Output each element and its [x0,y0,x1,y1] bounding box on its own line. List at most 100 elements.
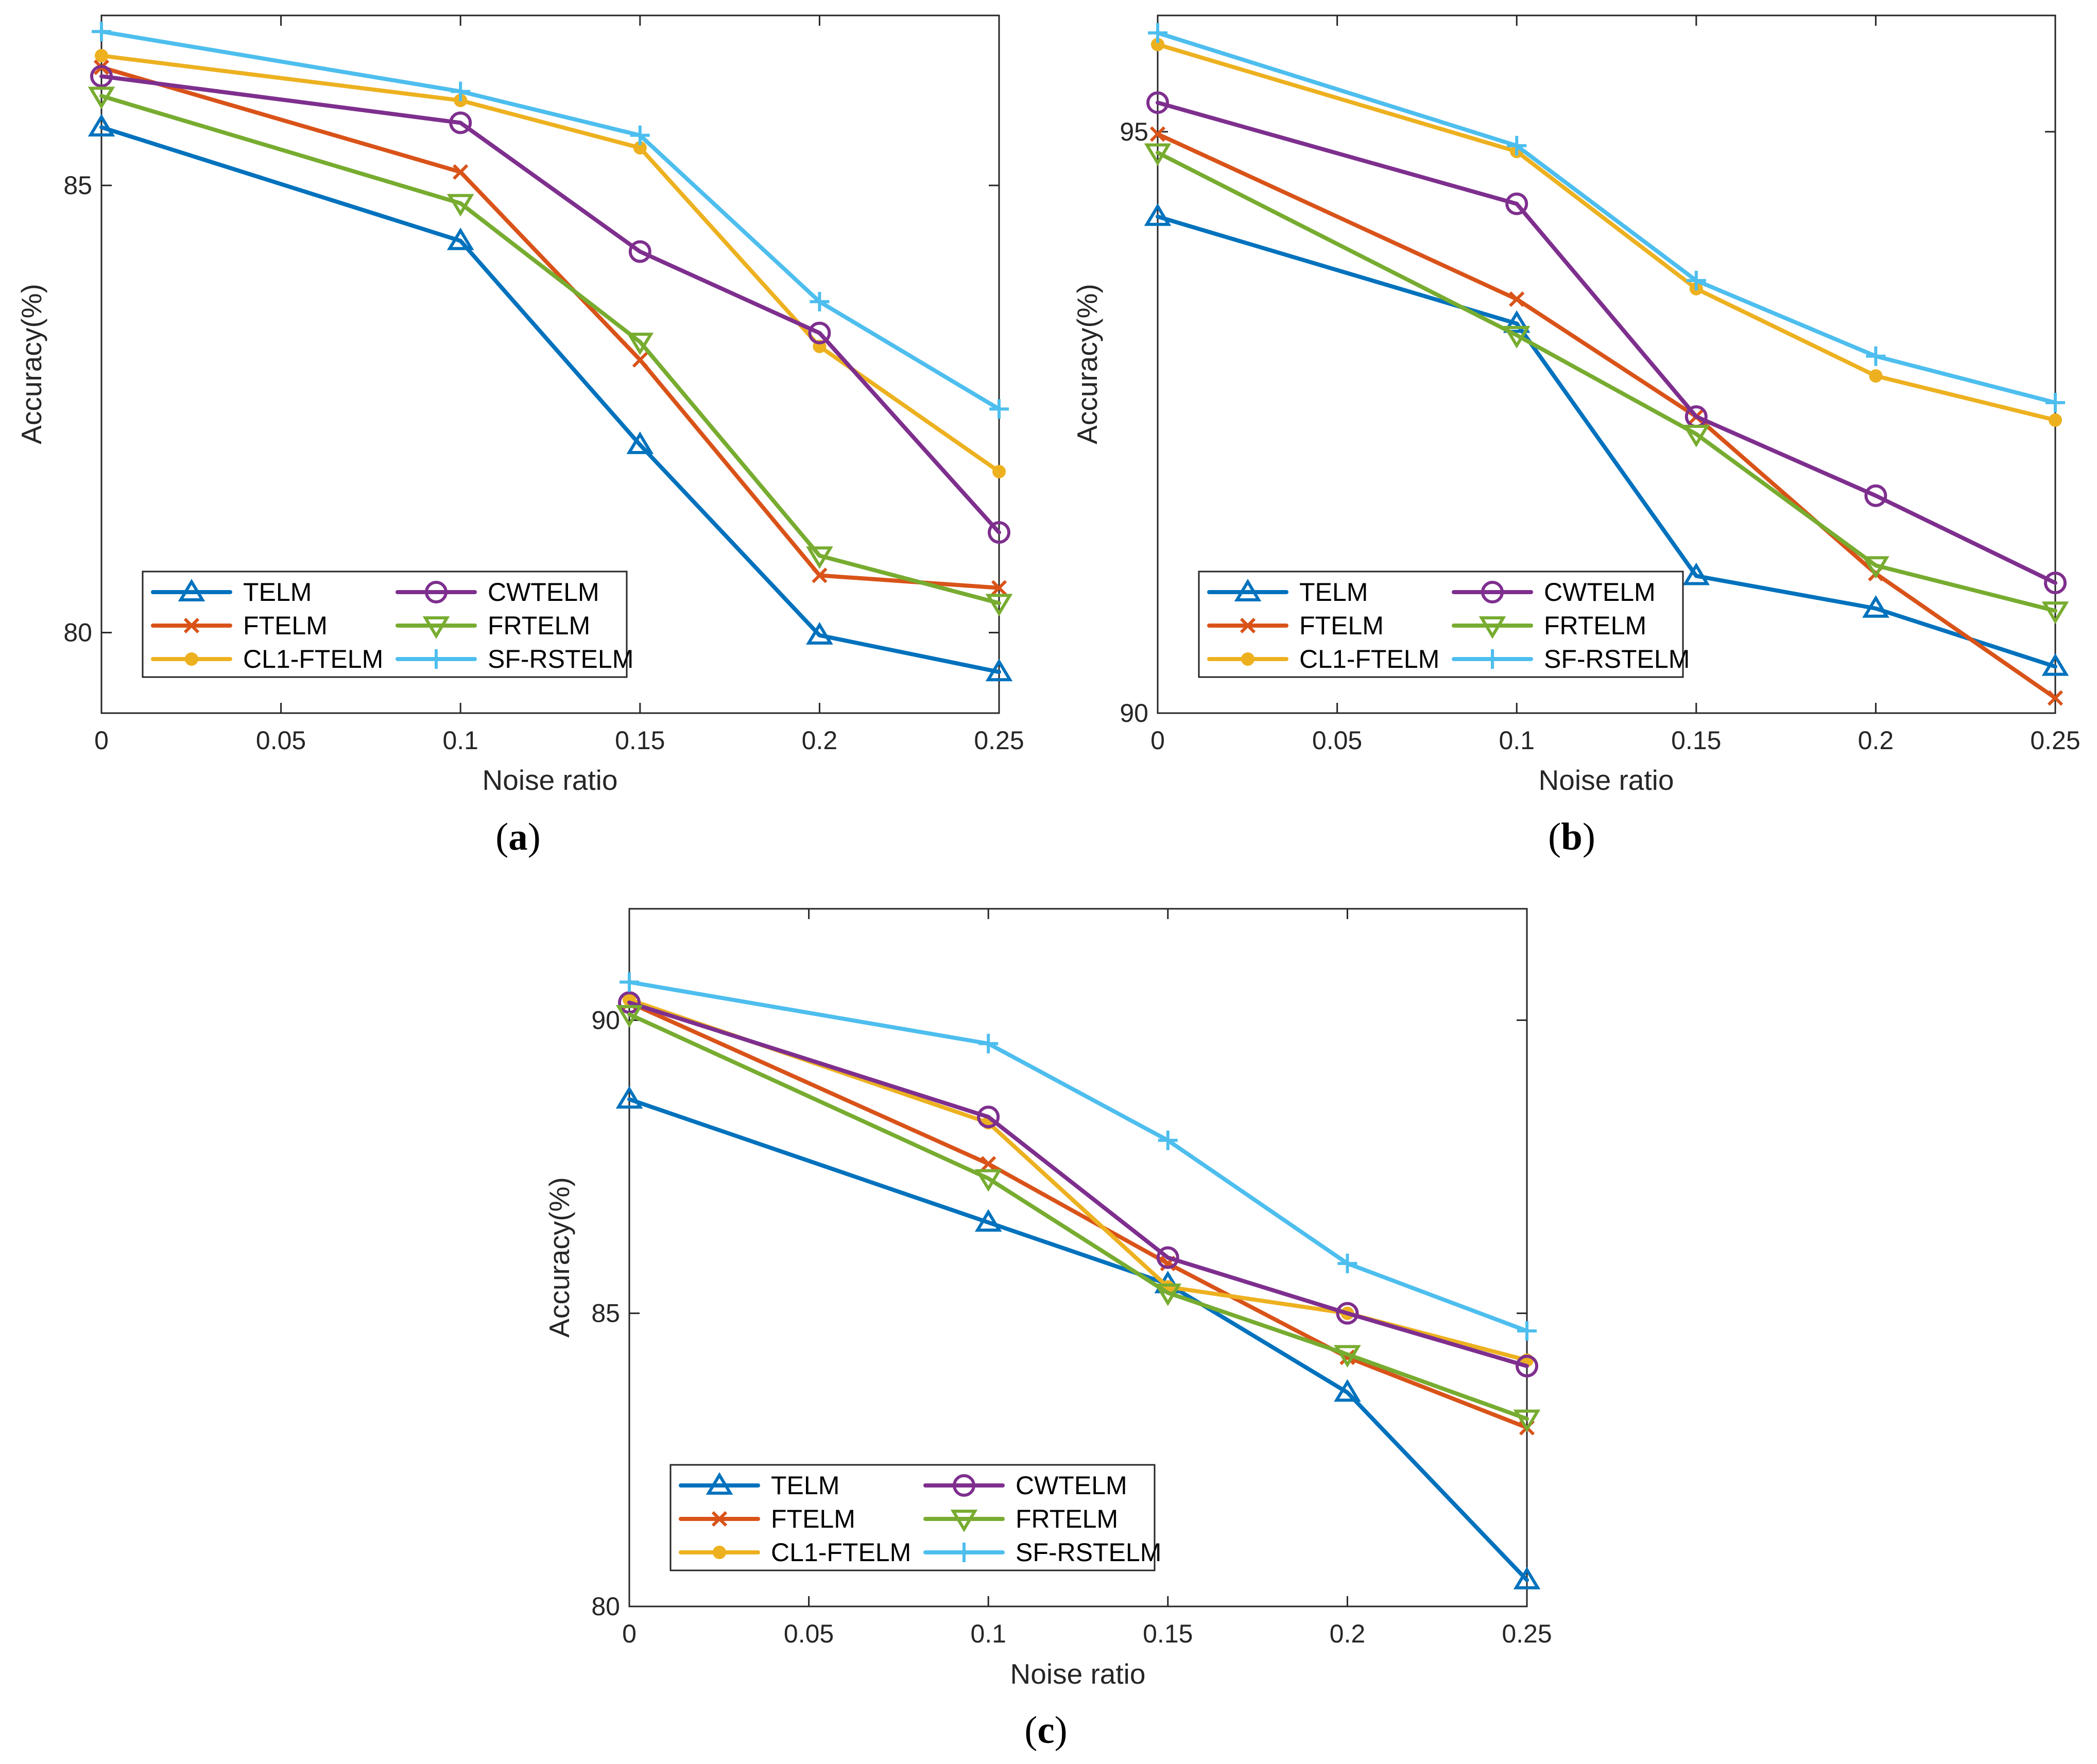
panel-c: 0 0.05 0.1 0.15 0.2 0.25 80 85 90 TELM FTELM CL1-F… [543,908,1552,1752]
marker-circle [1336,1302,1359,1325]
marker-x [632,352,648,368]
series-line [627,980,1529,1333]
marker-triangle-up [1513,1566,1541,1589]
x-axis-label: Noise ratio [483,764,618,796]
marker-triangle-down [615,1005,643,1028]
x-tick-label: 0 [1150,726,1165,755]
marker-x [183,617,200,634]
marker-plus [810,291,830,312]
x-tick-label: 0.25 [2030,726,2080,755]
marker-triangle-up [2041,653,2069,676]
series-cwtelm [618,991,1538,1378]
legend-label: CWTELM [1544,578,1656,607]
series-sf-rstelm [1148,23,2065,413]
marker-triangle-up [178,579,205,601]
x-tick-label: 0.25 [1502,1619,1552,1648]
marker-triangle-down [422,616,450,639]
marker-plus [426,649,446,669]
series-frtelm [88,87,1013,617]
marker-triangle-down [985,594,1013,617]
series-group [615,972,1541,1589]
legend-item: FTELM [151,611,328,640]
x-axis-label: Noise ratio [1539,764,1674,796]
legend-label: FTELM [771,1504,855,1533]
marker-plus [630,125,650,145]
marker-triangle-down [1503,326,1531,349]
marker-circle [2044,572,2067,595]
x-tick-label: 0.2 [1330,1619,1366,1648]
series-ftelm [93,59,1007,596]
marker-plus [1483,649,1502,669]
panel-a: 0 0.05 0.1 0.15 0.2 0.25 80 85 TELM FTELM CL1-FTE… [15,14,1024,858]
legend-label: TELM [771,1471,839,1500]
series-line [627,1012,1529,1421]
caption-letter: a [508,816,528,858]
legend-item: TELM [1207,578,1368,607]
legend-item: FRTELM [1452,611,1646,640]
caption-letter: c [1037,1709,1054,1752]
marker-circle [1156,1246,1179,1269]
legend-item: FRTELM [923,1504,1118,1533]
series-telm [1144,203,2069,676]
x-tick-label: 0.15 [1143,1619,1193,1648]
marker-plus [1148,23,1167,43]
marker-x [991,580,1007,596]
panel-caption: (b) [1548,816,1595,858]
marker-plus [978,1033,999,1053]
legend-item: FTELM [679,1504,855,1533]
legend-item: TELM [679,1471,839,1500]
plot-frame [1157,14,2056,714]
x-tick-label: 0.05 [256,726,306,755]
plot-frame [628,908,1528,1607]
series-line [1156,42,2057,422]
marker-plus [620,972,639,992]
legend-item: SF-RSTELM [1452,645,1690,673]
y-tick-label: 80 [591,1592,620,1621]
series-group [88,22,1013,682]
series-line [1156,100,2057,585]
marker-circle [425,581,448,603]
marker-triangle-up [626,431,654,454]
marker-circle [449,111,472,134]
marker-x [1149,126,1166,142]
series-sf-rstelm [92,22,1009,419]
marker-triangle-up [1862,595,1889,618]
marker-triangle-down [1682,425,1710,447]
legend: TELM FTELM CL1-FTELM CWTELM FRTELM SF-RSTELM [142,570,633,678]
marker-plus [1337,1253,1357,1273]
legend-label: FTELM [1299,611,1384,640]
marker-circle [1516,1355,1538,1378]
marker-plus [954,1543,974,1562]
y-tick-label: 85 [63,171,92,200]
tick-group: 0 0.05 0.1 0.15 0.2 0.25 80 85 [63,15,1024,755]
series-telm [88,114,1013,682]
y-tick-label: 90 [591,1006,620,1034]
legend-item: CWTELM [1452,578,1656,607]
marker-triangle-up [1334,1379,1361,1402]
legend-item: SF-RSTELM [396,645,633,673]
marker-plus [989,399,1009,419]
series-line [99,94,1001,606]
marker-plus [1507,135,1527,155]
marker-triangle-up [1234,579,1262,601]
marker-triangle-down [974,1169,1002,1192]
marker-triangle-down [1513,1409,1541,1432]
marker-triangle-up [985,659,1013,682]
marker-plus [451,81,471,101]
marker-asterisk [95,49,108,63]
marker-circle [90,65,113,88]
marker-x [1509,291,1525,307]
legend-item: FRTELM [396,611,590,640]
y-tick-label: 85 [591,1299,620,1328]
marker-triangle-up [446,227,474,250]
series-group [1144,23,2069,706]
series-ftelm [621,995,1535,1436]
x-tick-label: 0.05 [1312,726,1362,755]
marker-x [981,1156,996,1172]
series-line [1156,214,2057,669]
series-sf-rstelm [620,972,1537,1341]
marker-triangle-down [950,1510,978,1532]
series-line [627,1000,1529,1369]
marker-asterisk [185,652,198,666]
